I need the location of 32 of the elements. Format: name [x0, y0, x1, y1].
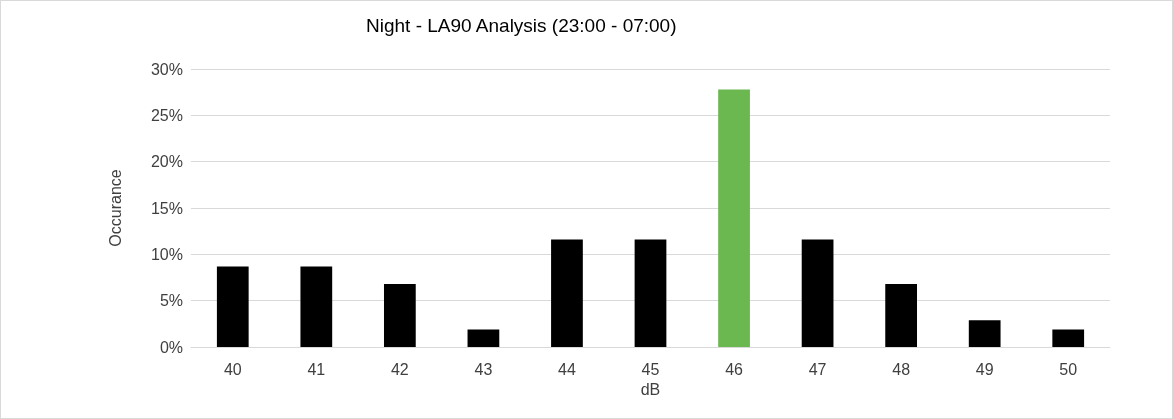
x-tick-label: 43 — [474, 360, 493, 378]
bar — [216, 266, 249, 347]
bar — [718, 89, 750, 347]
bar — [968, 320, 1001, 347]
x-tick-label: 47 — [808, 360, 827, 378]
x-tick-label: 45 — [641, 360, 660, 378]
y-tick-label: 0% — [159, 338, 183, 356]
x-tick-label: 50 — [1059, 360, 1078, 378]
bar — [1052, 329, 1085, 347]
y-tick-label: 15% — [150, 199, 183, 217]
bar — [467, 329, 500, 347]
bar — [551, 239, 583, 347]
y-tick-label: 25% — [150, 106, 183, 124]
x-tick-label: 49 — [975, 360, 994, 378]
x-axis-title: dB — [640, 381, 661, 399]
x-tick-label: 42 — [390, 360, 409, 378]
x-tick-label: 40 — [223, 360, 242, 378]
y-tick-label: 5% — [159, 292, 183, 310]
x-tick-label: 46 — [725, 360, 744, 378]
y-tick-label: 10% — [150, 245, 183, 263]
x-tick-label: 41 — [307, 360, 326, 378]
bar — [383, 283, 416, 347]
y-tick-label: 30% — [150, 60, 183, 78]
y-tick-label: 20% — [150, 153, 183, 171]
bar — [885, 283, 918, 347]
x-tick-label: 44 — [558, 360, 576, 378]
y-axis-title: Occurance — [106, 169, 124, 247]
bar — [300, 266, 333, 347]
bar — [801, 239, 834, 347]
x-tick-label: 48 — [892, 360, 911, 378]
bar — [634, 239, 667, 347]
chart-title: Night - LA90 Analysis (23:00 - 07:00) — [366, 15, 677, 36]
